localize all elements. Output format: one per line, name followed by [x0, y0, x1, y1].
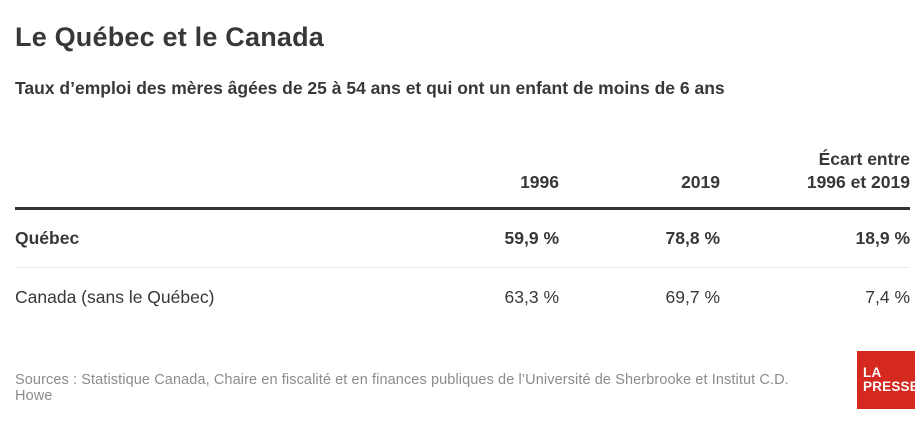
column-header-2019: 2019 [681, 172, 720, 193]
value-2019: 69,7 % [665, 286, 720, 307]
page-subtitle: Taux d’emploi des mères âgées de 25 à 54… [15, 78, 725, 98]
la-presse-logo-line2: PRESSE [863, 379, 919, 394]
table-row-canada: Canada (sans le Québec) 63,3 % 69,7 % 7,… [15, 268, 910, 326]
column-header-ecart: Écart entre 1996 et 2019 [720, 148, 910, 195]
column-header-ecart-line1: Écart entre [818, 148, 910, 169]
row-label: Québec [15, 228, 80, 248]
la-presse-logo-line1: LA [863, 365, 882, 381]
data-table: 1996 2019 Écart entre 1996 et 2019 Québe… [15, 140, 910, 326]
value-1996: 59,9 % [504, 228, 559, 248]
value-ecart: 7,4 % [865, 286, 910, 307]
column-header-1996: 1996 [520, 172, 559, 193]
value-1996: 63,3 % [504, 286, 559, 307]
column-header-ecart-line2: 1996 et 2019 [806, 172, 910, 193]
table-row-quebec: Québec 59,9 % 78,8 % 18,9 % [15, 210, 910, 268]
row-label: Canada (sans le Québec) [15, 286, 215, 307]
table-header-row: 1996 2019 Écart entre 1996 et 2019 [15, 140, 910, 210]
la-presse-logo: LA PRESSE [857, 351, 919, 409]
value-ecart: 18,9 % [855, 228, 910, 248]
sources-note: Sources : Statistique Canada, Chaire en … [15, 372, 789, 404]
page-title: Le Québec et le Canada [15, 22, 325, 52]
value-2019: 78,8 % [665, 228, 720, 248]
